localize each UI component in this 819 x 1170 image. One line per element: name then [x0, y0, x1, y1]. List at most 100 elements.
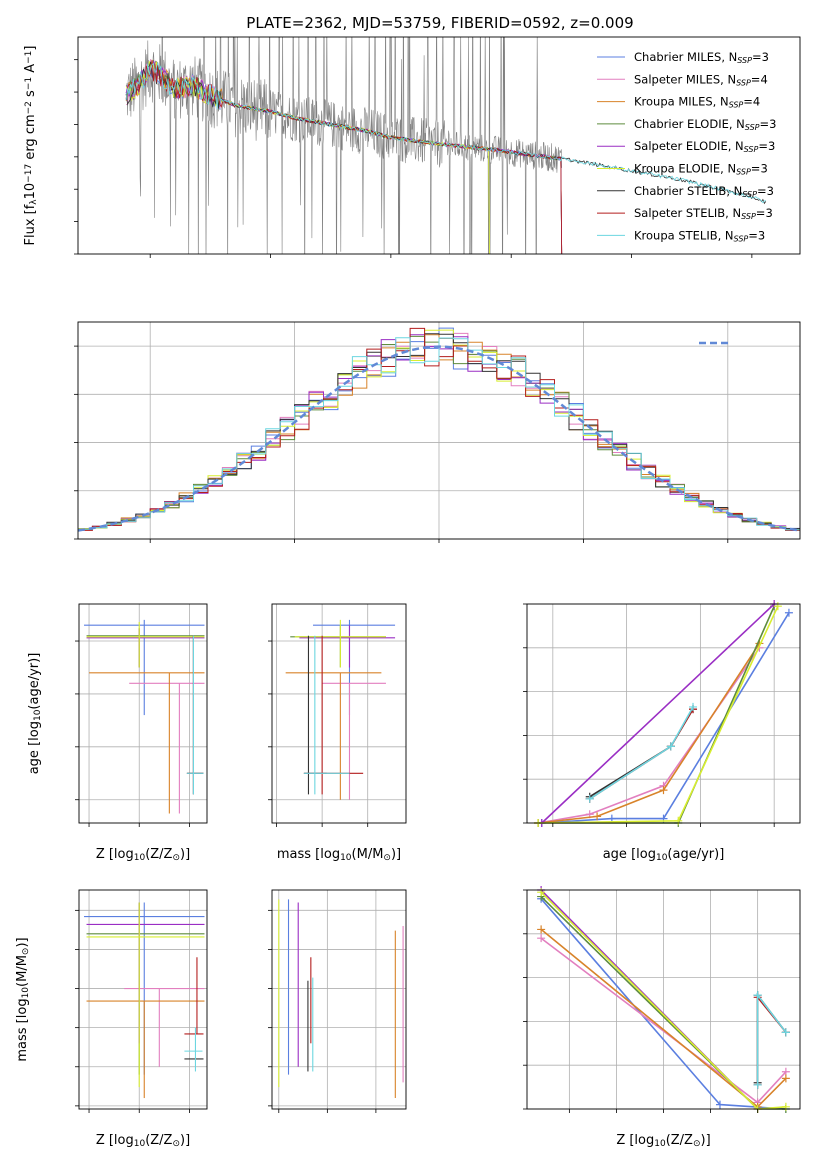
legend-model-name: Chabrier ELODIE: [634, 117, 729, 131]
plus-marker: [537, 888, 546, 897]
legend-eq: =: [758, 139, 768, 153]
legend-ssp: SSP: [742, 190, 757, 199]
legend-ssp: SSP: [745, 123, 760, 132]
legend-nssp: 4: [760, 72, 767, 86]
grid: [527, 603, 800, 824]
cumulative-series: [756, 995, 787, 1085]
legend-ssp: SSP: [736, 78, 751, 87]
plot-cum_mass_vs_Z: Z [log10(Z/Z⊙)]: [523, 886, 801, 1149]
label-part: −1: [24, 51, 34, 64]
label-part: ]: [23, 46, 38, 51]
legend-n: , N: [721, 50, 737, 64]
legend-model-name: Salpeter ELODIE: [634, 139, 728, 153]
error-bars: [84, 902, 205, 1099]
legend-n: , N: [729, 117, 745, 131]
legend-eq: =: [752, 50, 762, 64]
legend-entry: Chabrier ELODIE, NSSP=3: [634, 117, 776, 132]
legend-entry: Salpeter STELIB, NSSP=3: [634, 206, 773, 221]
plot-residuals: [74, 321, 801, 543]
legend-model-name: Chabrier STELIB: [634, 184, 726, 198]
legend-n: , N: [726, 184, 742, 198]
model-spectrum: [125, 59, 490, 254]
label-part: ⊙: [693, 1139, 701, 1149]
ticks: [523, 603, 775, 827]
plot-age_vs_Z: Z [log10(Z/Z⊙)]age [log10(age/yr)]: [27, 603, 208, 863]
legend-ssp: SSP: [744, 145, 759, 154]
grid: [79, 604, 207, 823]
legend-model-name: Kroupa STELIB: [634, 228, 718, 242]
model-spectrum: [125, 60, 563, 254]
label-part: ⊙: [21, 948, 31, 956]
plot-mass_vs_ebv: [268, 889, 407, 1113]
label-part: age [log: [603, 847, 656, 862]
legend-ssp: SSP: [729, 101, 744, 110]
label-part: ⊙: [172, 853, 180, 863]
legend-model-name: Kroupa MILES: [634, 95, 713, 109]
axes-frame: [78, 889, 208, 1110]
grid: [272, 890, 406, 1109]
label-part: 10: [21, 987, 31, 999]
histograms: [78, 327, 800, 532]
plot-mass_vs_Z: Z [log10(Z/Z⊙)] mass [log10(M/M⊙)]: [15, 889, 208, 1149]
label-part: )]: [391, 847, 401, 862]
legend-eq: =: [751, 72, 761, 86]
y-axis-label: mass [log10(M/M⊙)]: [15, 937, 31, 1061]
cumulative-series: [538, 642, 761, 824]
label-part: (age/yr)]: [27, 653, 42, 710]
plot-spectrum: Flux [fλ10−17 erg cm−2 s−1 A−1]Chabrier …: [23, 36, 801, 258]
label-part: 10: [340, 853, 352, 863]
legend-eq: =: [751, 162, 761, 176]
legend-n: , N: [720, 162, 736, 176]
residual-histogram: [78, 337, 800, 531]
label-part: (Z/Z: [145, 1133, 172, 1148]
legend-eq: =: [760, 117, 770, 131]
plus-marker: [593, 812, 602, 821]
axes-frame: [271, 603, 407, 824]
y-axis-label: age [log10(age/yr)]: [27, 653, 43, 775]
label-part: )]: [180, 1133, 190, 1148]
cumulative-series: [756, 992, 787, 1083]
error-bars: [278, 899, 404, 1099]
axes-frame: [526, 603, 801, 824]
legend-nssp: 3: [760, 162, 767, 176]
label-part: −17: [24, 164, 34, 183]
label-part: s: [23, 90, 38, 101]
label-part: (M/M: [15, 955, 30, 987]
grid: [79, 890, 207, 1109]
label-part: (Z/Z: [666, 1133, 693, 1148]
axes-frame: [271, 889, 407, 1110]
axes-frame: [526, 889, 801, 1110]
cumulative-lines: [534, 600, 793, 827]
plus-marker: [773, 602, 782, 611]
plus-marker: [753, 991, 762, 1000]
axes-frame: [78, 603, 208, 824]
plus-marker: [715, 1100, 724, 1109]
legend-ssp: SSP: [741, 212, 756, 221]
legend-model-name: Salpeter MILES: [634, 72, 720, 86]
model-spectrum: [125, 61, 766, 204]
legend-model-name: Kroupa ELODIE: [634, 162, 720, 176]
data-layer: [285, 619, 396, 800]
label-part: erg cm: [23, 114, 38, 163]
plus-marker: [659, 786, 668, 795]
plot-cum_mass_vs_age: age [log10(age/yr)]: [523, 600, 801, 863]
label-part: ⊙: [172, 1139, 180, 1149]
x-axis-label: Z [log10(Z/Z⊙)]: [96, 1133, 190, 1149]
y-axis-label: Flux [fλ10−17 erg cm−2 s−1 A−1]: [23, 46, 39, 246]
label-part: λ: [29, 199, 39, 205]
label-part: 10: [654, 1139, 666, 1149]
error-bars: [285, 619, 396, 800]
label-part: 10: [656, 853, 668, 863]
legend-entry: Chabrier STELIB, NSSP=3: [634, 184, 774, 199]
label-part: (M/M: [352, 847, 384, 862]
legend-nssp: 3: [758, 228, 765, 242]
label-part: (Z/Z: [145, 847, 172, 862]
ticks: [268, 909, 377, 1113]
ticks: [268, 640, 369, 827]
plus-marker: [585, 794, 594, 803]
plus-marker: [781, 1028, 790, 1037]
data-layer: [125, 37, 767, 254]
legend-ssp: SSP: [734, 234, 749, 243]
legend-nssp: 3: [762, 50, 769, 64]
label-part: (age/yr)]: [667, 847, 724, 862]
